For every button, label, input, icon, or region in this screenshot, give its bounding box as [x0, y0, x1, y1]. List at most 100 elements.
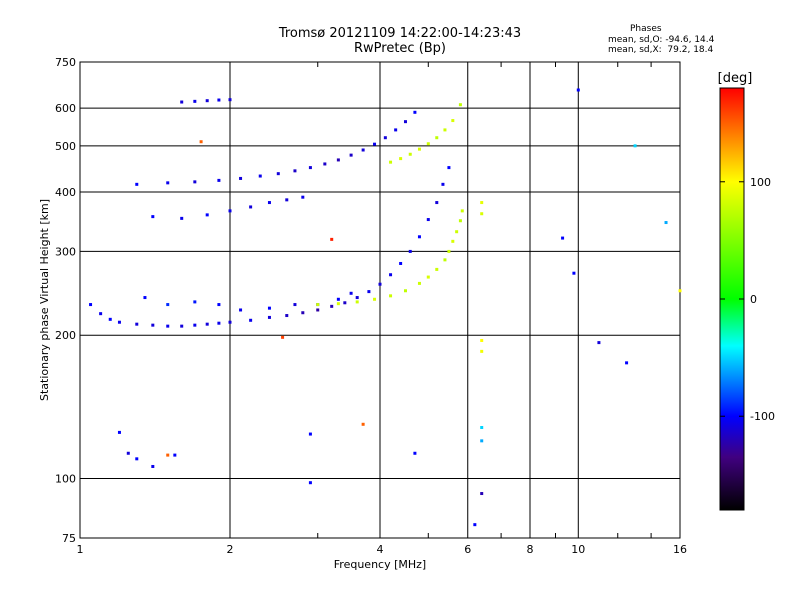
data-point	[473, 523, 477, 527]
y-tick-label: 200	[55, 329, 76, 342]
data-point	[480, 492, 484, 496]
data-point	[480, 439, 484, 443]
data-point	[664, 221, 668, 225]
data-point	[258, 174, 262, 178]
data-point	[293, 169, 297, 173]
data-point	[308, 481, 312, 485]
data-point	[217, 98, 221, 102]
data-point	[403, 289, 407, 293]
y-tick-label: 600	[55, 102, 76, 115]
data-point	[455, 230, 459, 234]
data-point	[451, 119, 455, 123]
phases-line-x: mean, sd,X: 79.2, 18.4	[608, 45, 714, 55]
data-point	[228, 98, 232, 102]
data-point	[389, 294, 393, 298]
data-point	[443, 258, 447, 262]
colorbar-tick-label: 100	[750, 176, 771, 189]
data-point	[166, 453, 170, 457]
data-point	[117, 430, 121, 434]
data-point	[389, 160, 393, 164]
data-point	[180, 100, 184, 104]
x-tick-label: 8	[527, 543, 534, 556]
data-point	[336, 158, 340, 162]
data-point	[343, 301, 347, 305]
data-point	[193, 99, 197, 103]
phases-line-o: mean, sd,O: -94.6, 14.4	[608, 35, 715, 45]
data-point	[426, 218, 430, 222]
data-point	[281, 335, 285, 339]
data-point	[301, 311, 305, 315]
data-point	[293, 303, 297, 307]
data-point	[383, 136, 387, 140]
data-points	[89, 88, 682, 527]
data-point	[180, 216, 184, 220]
y-tick-label: 400	[55, 186, 76, 199]
data-point	[408, 249, 412, 253]
data-point	[308, 166, 312, 170]
data-point	[135, 322, 139, 326]
x-axis-label: Frequency [MHz]	[334, 558, 426, 571]
x-tick-label: 6	[464, 543, 471, 556]
data-point	[460, 209, 464, 213]
x-tick-label: 16	[673, 543, 687, 556]
data-point	[151, 323, 155, 327]
data-point	[267, 306, 271, 310]
x-tick-labels: 1 2 4 6 8 10 16	[77, 543, 688, 556]
data-point	[228, 209, 232, 213]
data-point	[458, 219, 462, 223]
grid-lines	[80, 62, 680, 538]
data-point	[394, 128, 398, 132]
y-tick-label: 500	[55, 140, 76, 153]
data-point	[435, 136, 439, 140]
data-point	[217, 178, 221, 182]
data-point	[205, 99, 209, 103]
data-point	[417, 147, 421, 151]
data-point	[355, 296, 359, 300]
data-point	[561, 236, 565, 240]
data-point	[576, 88, 580, 92]
data-point	[205, 213, 209, 217]
x-tick-label: 4	[377, 543, 384, 556]
data-point	[217, 321, 221, 325]
data-point	[435, 267, 439, 271]
data-point	[166, 324, 170, 328]
data-point	[447, 166, 451, 170]
data-point	[205, 322, 209, 326]
y-tick-label: 75	[62, 532, 76, 545]
phases-header: Phases	[630, 24, 662, 34]
data-point	[480, 201, 484, 205]
data-point	[417, 235, 421, 239]
y-tick-label: 300	[55, 245, 76, 258]
data-point	[239, 308, 243, 312]
data-point	[435, 201, 439, 205]
data-point	[316, 308, 320, 312]
chart-subtitle: RwPretec (Bp)	[353, 41, 447, 56]
data-point	[408, 152, 412, 156]
data-point	[249, 318, 253, 322]
data-point	[447, 249, 451, 253]
data-point	[426, 142, 430, 146]
colorbar-label: [deg]	[718, 71, 753, 86]
data-point	[480, 212, 484, 216]
data-point	[308, 432, 312, 436]
data-point	[316, 303, 320, 307]
data-point	[349, 153, 353, 157]
colorbar	[719, 87, 745, 511]
data-point	[193, 300, 197, 304]
data-point	[389, 273, 393, 277]
data-point	[480, 338, 484, 342]
data-point	[117, 320, 121, 324]
data-point	[378, 282, 382, 286]
data-point	[625, 361, 629, 365]
data-point	[166, 303, 170, 307]
data-point	[180, 324, 184, 328]
x-tick-label: 1	[77, 543, 84, 556]
data-point	[330, 304, 334, 308]
data-point	[367, 290, 371, 294]
data-point	[228, 320, 232, 324]
data-point	[217, 303, 221, 307]
data-point	[373, 142, 377, 146]
data-point	[173, 453, 177, 457]
data-point	[572, 271, 576, 275]
data-point	[399, 261, 403, 265]
